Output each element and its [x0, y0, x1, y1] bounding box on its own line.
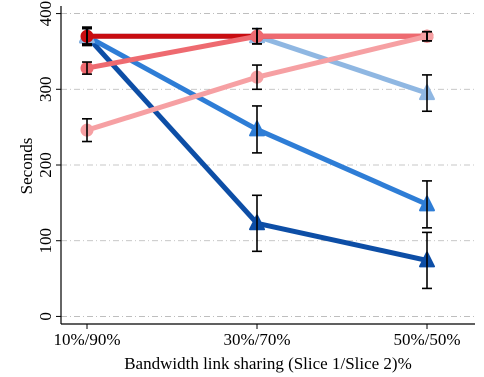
y-tick-label: 100 — [36, 228, 55, 254]
error-bar — [252, 64, 262, 91]
y-tick-label: 400 — [36, 1, 55, 27]
tick-labels: 0 100 200 300 400 10%/90% 30%/70% 50%/50% — [36, 1, 461, 349]
error-bar — [252, 105, 262, 154]
grid-lines — [61, 13, 475, 317]
error-bar — [252, 27, 262, 45]
error-bar — [82, 61, 92, 75]
y-axis-label: Seconds — [17, 138, 36, 195]
error-bar — [422, 30, 432, 42]
error-bar — [82, 27, 92, 45]
x-tick-label: 50%/50% — [393, 330, 460, 349]
error-bar — [422, 231, 432, 290]
x-axis-label: Bandwidth link sharing (Slice 1/Slice 2)… — [124, 354, 412, 373]
x-tick-label: 30%/70% — [223, 330, 290, 349]
error-bar — [422, 180, 432, 229]
y-tick-label: 300 — [36, 77, 55, 103]
error-bar — [252, 194, 262, 253]
y-tick-label: 200 — [36, 152, 55, 178]
x-tick-label: 10%/90% — [53, 330, 120, 349]
error-bar — [82, 118, 92, 143]
y-tick-label: 0 — [36, 312, 55, 321]
error-bar — [422, 74, 432, 113]
error-bars — [82, 26, 432, 290]
